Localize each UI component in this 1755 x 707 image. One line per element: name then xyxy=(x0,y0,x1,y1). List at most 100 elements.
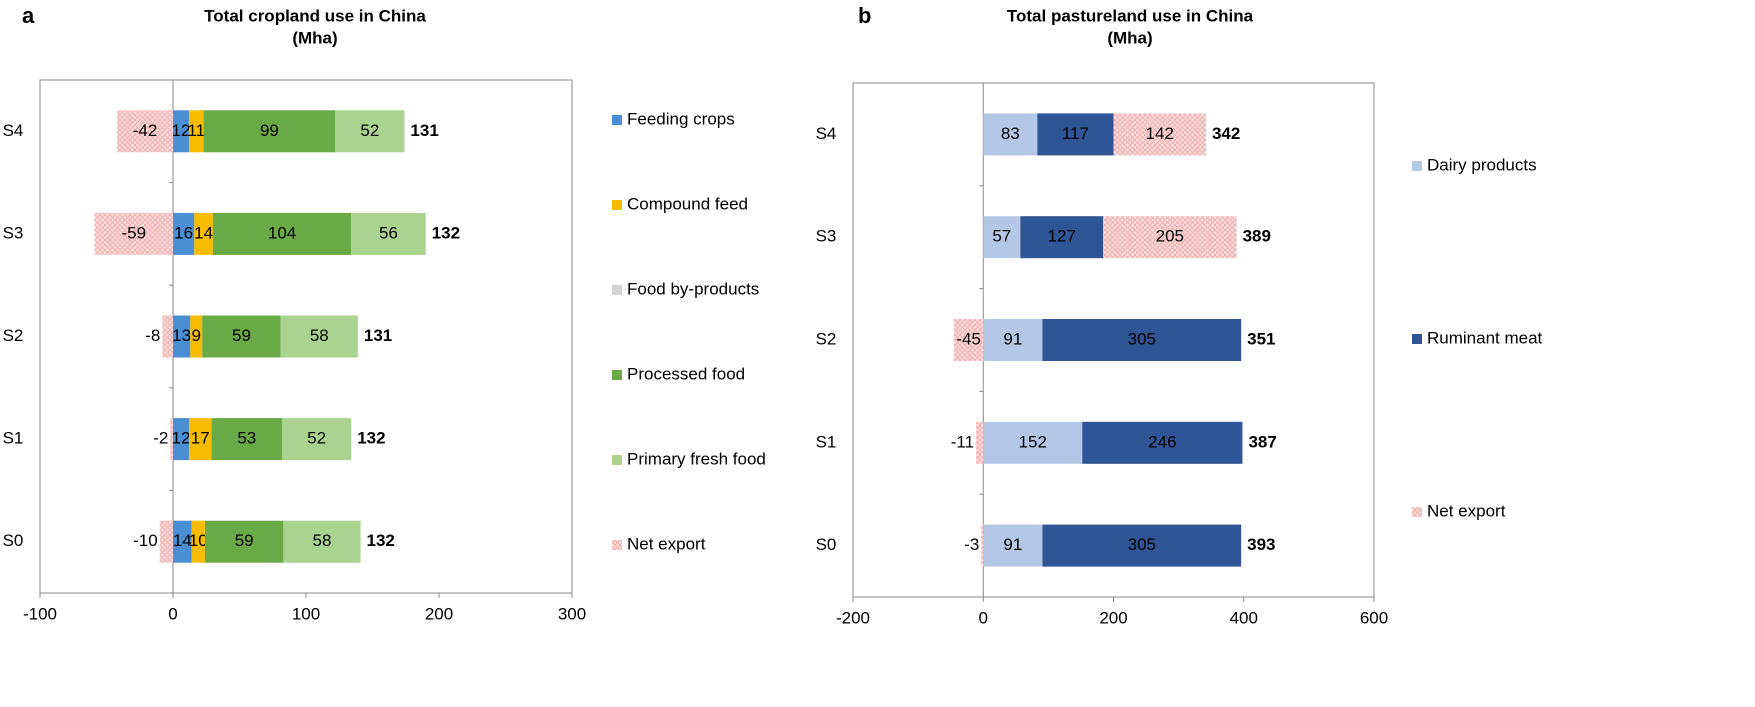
total-label: 132 xyxy=(357,429,385,448)
x-tick-label: 200 xyxy=(425,604,453,623)
y-tick-label: S2 xyxy=(3,326,24,345)
bar-segment xyxy=(94,212,173,255)
bar-segment xyxy=(282,418,352,461)
bar-segment xyxy=(117,110,173,153)
bar-segment xyxy=(194,212,213,255)
value-label: 53 xyxy=(237,429,256,448)
value-label: 52 xyxy=(307,429,326,448)
y-tick-label: S1 xyxy=(816,432,837,451)
y-tick-label: S1 xyxy=(3,429,24,448)
value-label: -59 xyxy=(121,223,146,242)
x-tick-label: -100 xyxy=(23,604,57,623)
total-label: 131 xyxy=(410,121,438,140)
total-label: 342 xyxy=(1212,124,1240,143)
legend-label: Compound feed xyxy=(627,194,748,213)
value-label: -3 xyxy=(964,535,979,554)
bar-segment xyxy=(212,212,352,255)
value-label: -45 xyxy=(956,329,981,348)
bar-segment xyxy=(983,319,1043,361)
value-label: 10 xyxy=(189,531,208,550)
bar-segment xyxy=(983,113,1038,156)
value-label: 104 xyxy=(268,223,296,242)
bar-segment xyxy=(351,212,426,255)
y-tick-label: S2 xyxy=(816,329,837,348)
y-tick-label: S0 xyxy=(3,531,24,550)
value-label: 12 xyxy=(172,121,191,140)
legend-swatch xyxy=(612,285,622,295)
value-label: 52 xyxy=(360,121,379,140)
bar-segment xyxy=(173,520,192,563)
panel-label: a xyxy=(22,3,35,28)
panel-label: b xyxy=(858,3,871,28)
bar-segment xyxy=(159,520,173,563)
value-label: 14 xyxy=(173,531,192,550)
value-label: 12 xyxy=(172,429,191,448)
bar-segment xyxy=(1020,216,1104,259)
value-label: 59 xyxy=(235,531,254,550)
value-label: 58 xyxy=(312,531,331,550)
value-label: 57 xyxy=(992,227,1011,246)
legend-label: Ruminant meat xyxy=(1427,328,1543,347)
bar-segment xyxy=(335,110,405,153)
value-label: 152 xyxy=(1019,432,1047,451)
x-tick-label: 400 xyxy=(1230,608,1258,627)
bar-segment xyxy=(204,520,284,563)
value-label: 127 xyxy=(1048,227,1076,246)
bar-segment xyxy=(1042,319,1242,361)
legend-label: Food by-products xyxy=(627,279,759,298)
value-label: -10 xyxy=(133,531,158,550)
legend-label: Primary fresh food xyxy=(627,449,766,468)
x-tick-label: -200 xyxy=(836,608,870,627)
bar-segment xyxy=(983,524,1043,567)
legend-label: Dairy products xyxy=(1427,155,1537,174)
bar-segment xyxy=(976,421,984,464)
value-label: 16 xyxy=(174,223,193,242)
bar-segment xyxy=(188,418,212,461)
x-tick-label: 0 xyxy=(979,608,988,627)
bar-segment xyxy=(1042,524,1242,567)
bar-segment xyxy=(173,212,195,255)
x-tick-label: 100 xyxy=(292,604,320,623)
value-label: 13 xyxy=(172,326,191,345)
bar-segment xyxy=(1113,113,1206,156)
value-label: 91 xyxy=(1003,329,1022,348)
total-label: 131 xyxy=(364,326,392,345)
y-tick-label: S0 xyxy=(816,535,837,554)
y-tick-label: S3 xyxy=(816,227,837,246)
value-label: 246 xyxy=(1148,432,1176,451)
value-label: -2 xyxy=(153,429,168,448)
bar-segment xyxy=(1037,113,1114,156)
total-label: 387 xyxy=(1248,432,1276,451)
bar-segment xyxy=(162,315,173,358)
y-tick-label: S4 xyxy=(3,121,24,140)
value-label: -42 xyxy=(133,121,158,140)
value-label: 99 xyxy=(260,121,279,140)
value-label: 83 xyxy=(1001,124,1020,143)
bar-segment xyxy=(173,418,189,461)
x-tick-label: 600 xyxy=(1360,608,1388,627)
x-tick-label: 300 xyxy=(558,604,586,623)
bar-segment xyxy=(202,315,281,358)
bar-segment xyxy=(1103,216,1237,259)
legend-label: Feeding crops xyxy=(627,109,735,128)
legend-swatch xyxy=(1412,507,1422,517)
chart-title: Total pastureland use in China xyxy=(1007,6,1254,25)
value-label: 91 xyxy=(1003,535,1022,554)
bar-segment xyxy=(173,110,189,153)
value-label: 9 xyxy=(192,326,201,345)
bar-segment xyxy=(280,315,358,358)
value-label: -8 xyxy=(145,326,160,345)
value-label: 305 xyxy=(1128,329,1156,348)
value-label: 56 xyxy=(379,223,398,242)
total-label: 389 xyxy=(1243,227,1271,246)
total-label: 132 xyxy=(432,223,460,242)
y-tick-label: S3 xyxy=(3,223,24,242)
legend-swatch xyxy=(1412,334,1422,344)
legend-swatch xyxy=(612,115,622,125)
chart-subtitle: (Mha) xyxy=(292,28,337,47)
legend-swatch xyxy=(612,540,622,550)
total-label: 132 xyxy=(367,531,395,550)
legend-label: Net export xyxy=(1427,501,1506,520)
bar-segment xyxy=(188,110,204,153)
